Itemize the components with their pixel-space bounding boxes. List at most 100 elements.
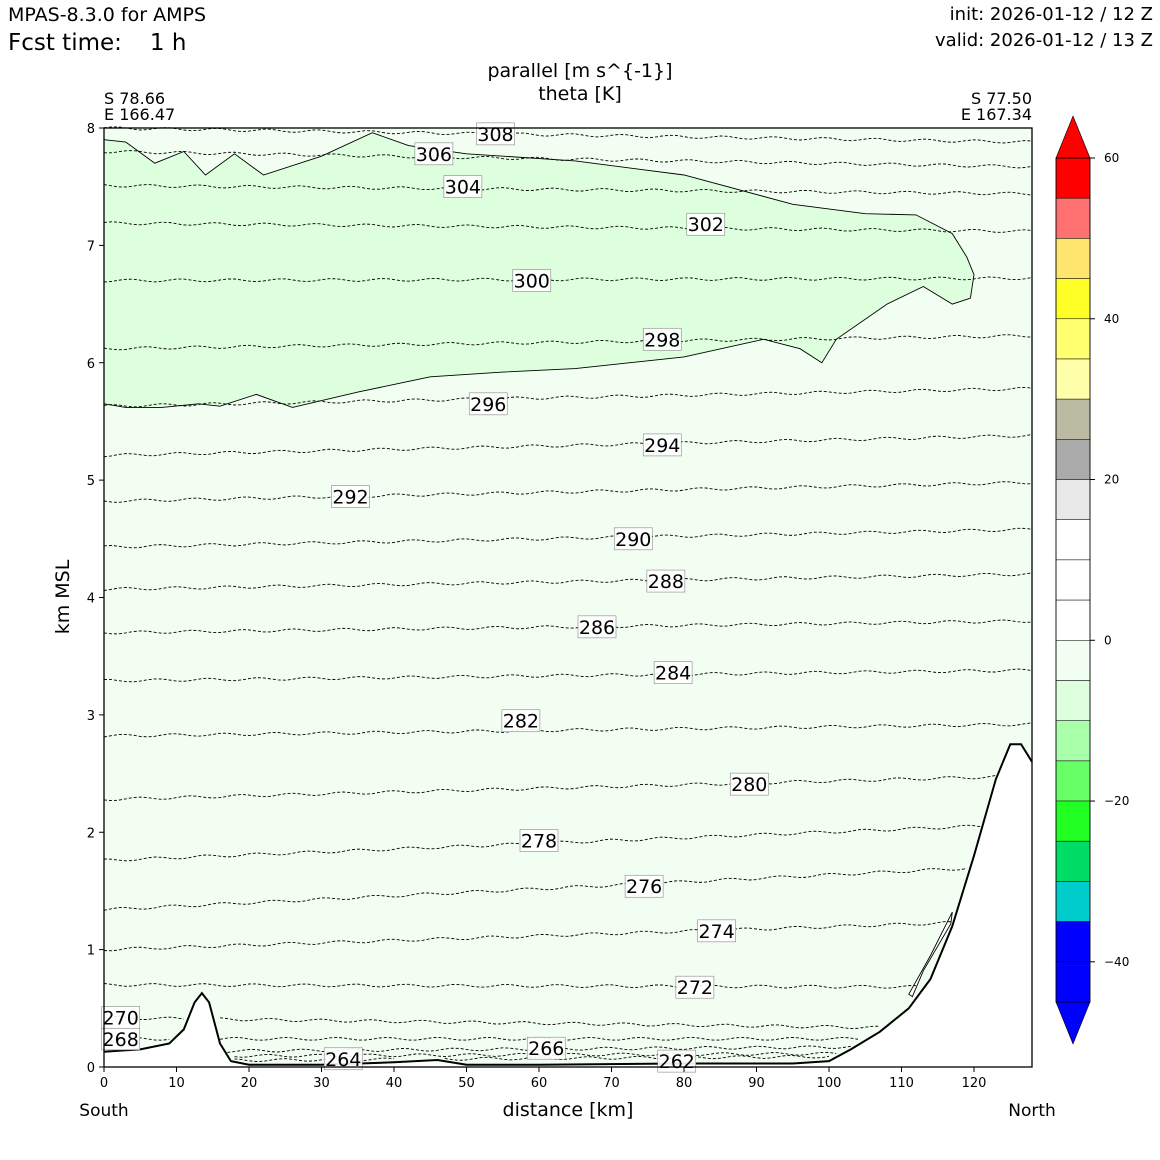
colorbar-bin xyxy=(1055,680,1091,721)
colorbar-bin xyxy=(1055,358,1091,400)
colorbar-bin xyxy=(1055,157,1091,199)
theta-contour-290 xyxy=(103,527,1033,549)
contour-label-text: 268 xyxy=(103,1029,139,1051)
contour-label-text: 278 xyxy=(521,830,557,852)
contour-label-276: 276 xyxy=(624,874,664,898)
end-latitude: S 77.50 xyxy=(970,89,1032,108)
contour-label-text: 298 xyxy=(644,329,680,351)
x-tick-label: 20 xyxy=(241,1076,258,1091)
contour-label-text: 290 xyxy=(615,529,651,551)
contour-label-294: 294 xyxy=(642,433,682,457)
contour-label-box xyxy=(414,142,454,166)
terrain xyxy=(103,743,1033,1067)
colorbar-bin xyxy=(1055,760,1091,802)
theta-contour-306 xyxy=(104,150,1033,169)
x-tick-label: 70 xyxy=(603,1076,620,1091)
start-longitude: E 166.47 xyxy=(104,105,176,124)
colorbar-bin xyxy=(1055,599,1091,641)
chart-title-wind: parallel [m s^{-1}] xyxy=(487,60,673,82)
contour-label-text: 302 xyxy=(688,214,724,236)
colorbar-bin xyxy=(1055,800,1091,842)
contour-label-text: 276 xyxy=(626,876,662,898)
north-end-label: North xyxy=(1008,1101,1056,1121)
contour-label-box xyxy=(468,392,508,416)
contour-label-266: 266 xyxy=(526,1036,566,1060)
contour-label-text: 292 xyxy=(332,487,368,509)
contour-label-296: 296 xyxy=(468,392,508,416)
contour-label-text: 272 xyxy=(677,977,713,999)
colorbar-bin xyxy=(1055,840,1091,882)
y-tick-label: 5 xyxy=(87,474,95,489)
colorbar-bin xyxy=(1055,318,1091,360)
contour-label-302: 302 xyxy=(686,212,726,236)
contour-label-box xyxy=(331,485,370,508)
contour-label-box xyxy=(697,919,736,943)
theta-contour-294 xyxy=(103,434,1033,458)
end-longitude: E 167.34 xyxy=(960,105,1032,124)
contour-label-308: 308 xyxy=(476,122,515,146)
contour-label-text: 296 xyxy=(470,394,506,416)
colorbar-bin xyxy=(1055,961,1091,1003)
y-tick-label: 0 xyxy=(87,1061,95,1076)
contour-label-box xyxy=(323,1047,363,1071)
theta-contour-296 xyxy=(103,386,1033,408)
x-tick-label: 0 xyxy=(100,1076,108,1091)
theta-contour-308 xyxy=(103,126,1033,144)
colorbar-bin xyxy=(1055,197,1091,239)
contour-label-text: 280 xyxy=(731,774,767,796)
contour-label-272: 272 xyxy=(675,975,715,999)
contour-label-box xyxy=(101,1006,140,1030)
colorbar-bin xyxy=(1055,559,1091,601)
contour-label-text: 274 xyxy=(698,921,734,943)
colorbar-frame xyxy=(1055,157,1091,1003)
contour-label-text: 304 xyxy=(445,177,481,199)
theta-contour-284 xyxy=(103,668,1033,683)
contour-label-304: 304 xyxy=(443,175,483,199)
contour-label-box xyxy=(686,212,726,236)
theta-contour-272 xyxy=(103,983,917,989)
colorbar-tick-label: −20 xyxy=(1104,794,1129,808)
theta-contour-302 xyxy=(103,221,1033,233)
contour-label-text: 288 xyxy=(648,571,684,593)
colorbar-bin xyxy=(1055,479,1091,520)
contour-label-text: 306 xyxy=(416,144,452,166)
theta-contour-270 xyxy=(103,1016,880,1029)
colorbar-over-arrow xyxy=(1055,115,1091,159)
x-tick-label: 90 xyxy=(748,1076,765,1091)
colorbar-bin xyxy=(1055,881,1091,922)
colorbar-bin xyxy=(1055,439,1091,480)
contour-label-box xyxy=(443,175,483,198)
colorbar-tick-label: 20 xyxy=(1104,473,1119,487)
contour-label-text: 262 xyxy=(659,1051,695,1073)
x-tick-label: 110 xyxy=(889,1076,914,1091)
colorbar-under-arrow xyxy=(1055,1001,1091,1045)
contour-label-text: 300 xyxy=(514,271,550,293)
contour-label-box xyxy=(519,829,559,852)
contour-label-298: 298 xyxy=(642,327,682,351)
axes: 0 10 20 30 40 50 60 70 80 90 100 110 120 0 1 2 3 4 5 6 7 8 xyxy=(87,122,1033,1091)
contour-label-280: 280 xyxy=(729,772,769,796)
theta-contours xyxy=(103,126,1033,1062)
contour-label-text: 266 xyxy=(528,1038,564,1060)
contour-label-text: 284 xyxy=(655,663,691,685)
y-tick-label: 4 xyxy=(87,592,95,607)
contour-label-274: 274 xyxy=(697,919,736,943)
contour-label-288: 288 xyxy=(646,569,686,593)
y-axis-label: km MSL xyxy=(52,559,74,635)
contour-label-box xyxy=(642,327,682,351)
plot-area xyxy=(103,128,1032,1067)
colorbar-bin xyxy=(1055,398,1091,440)
x-tick-label: 40 xyxy=(386,1076,403,1091)
colorbar: 60 40 20 0 −20 −40 xyxy=(1055,115,1129,1045)
y-tick-label: 6 xyxy=(87,357,95,372)
contour-label-text: 270 xyxy=(103,1008,139,1030)
colorbar-tick-label: 40 xyxy=(1104,312,1119,326)
theta-contour-274 xyxy=(103,921,953,952)
theta-contour-288 xyxy=(103,572,1033,591)
contour-label-box xyxy=(512,269,552,292)
contour-label-box xyxy=(653,661,693,684)
theta-contour-298 xyxy=(103,334,1033,351)
x-tick-label: 120 xyxy=(962,1076,987,1091)
contour-label-278: 278 xyxy=(519,829,559,852)
